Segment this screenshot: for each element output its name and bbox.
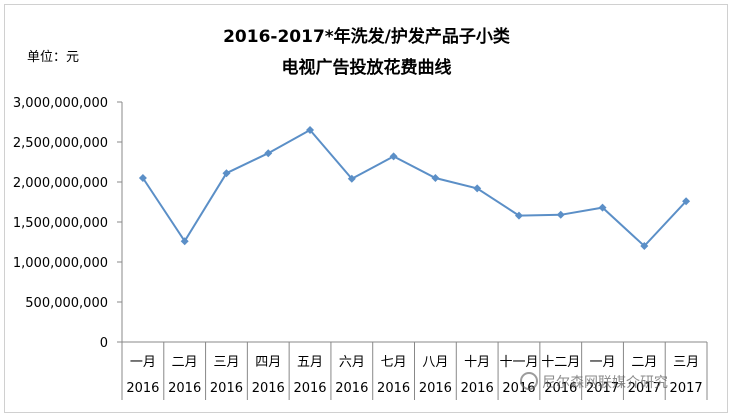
x-tick-label-year: 2016	[335, 381, 368, 396]
data-point	[180, 237, 189, 246]
x-tick-label-month: 六月	[339, 355, 365, 370]
x-tick-label-month: 四月	[255, 355, 281, 370]
data-point	[556, 210, 565, 219]
data-point	[264, 149, 273, 158]
x-tick-label-year: 2016	[252, 381, 285, 396]
data-point	[598, 203, 607, 212]
x-tick-label-year: 2017	[670, 381, 703, 396]
data-point	[640, 242, 649, 250]
data-point	[389, 152, 398, 161]
y-tick-label: 1,500,000,000	[13, 216, 108, 231]
x-tick-label-year: 2016	[126, 381, 159, 396]
x-tick-label-year: 2016	[544, 381, 577, 396]
x-tick-label-year: 2017	[586, 381, 619, 396]
x-tick-label-month: 一月	[590, 355, 616, 370]
x-tick-label-year: 2016	[293, 381, 326, 396]
x-tick-label-month: 十二月	[541, 355, 580, 370]
x-tick-label-month: 三月	[673, 355, 699, 370]
y-tick-label: 0	[100, 336, 108, 351]
x-tick-label-year: 2016	[168, 381, 201, 396]
y-tick-label: 500,000,000	[25, 296, 108, 311]
watermark-text: 尼尔森网联媒介研究	[542, 375, 668, 391]
watermark: 尼尔森网联媒介研究	[520, 372, 668, 392]
x-tick-label-month: 二月	[631, 355, 657, 370]
x-tick-label-month: 十月	[464, 355, 490, 370]
data-point	[514, 211, 523, 220]
data-point	[347, 174, 356, 183]
x-tick-label-month: 八月	[422, 355, 448, 370]
data-point	[138, 174, 147, 182]
y-tick-label: 3,000,000,000	[13, 96, 108, 111]
wechat-icon	[520, 372, 538, 390]
x-tick-label-month: 七月	[381, 355, 407, 370]
data-point	[222, 169, 231, 178]
x-tick-label-year: 2016	[419, 381, 452, 396]
x-tick-label-year: 2016	[377, 381, 410, 396]
x-tick-label-month: 二月	[172, 355, 198, 370]
y-tick-label: 2,000,000,000	[13, 176, 108, 191]
series-line	[142, 128, 687, 248]
x-tick-label-month: 三月	[213, 355, 239, 370]
chart-title: 2016-2017*年洗发/护发产品子小类	[223, 27, 510, 47]
data-point	[431, 174, 440, 182]
x-tick-label-year: 2016	[210, 381, 243, 396]
chart-subtitle: 电视广告投放花费曲线	[281, 58, 452, 78]
data-point	[682, 197, 691, 206]
x-tick-label-month: 一月	[130, 355, 156, 370]
x-tick-label-year: 2017	[628, 381, 661, 396]
chart-frame	[4, 4, 728, 413]
y-tick-label: 2,500,000,000	[13, 136, 108, 151]
data-point	[306, 126, 315, 134]
x-tick-label-month: 五月	[297, 355, 323, 370]
data-point	[473, 184, 482, 193]
y-tick-label: 1,000,000,000	[13, 256, 108, 271]
unit-label: 单位：元	[27, 50, 80, 65]
x-tick-label-month: 十一月	[499, 355, 538, 370]
x-tick-label-year: 2016	[461, 381, 494, 396]
